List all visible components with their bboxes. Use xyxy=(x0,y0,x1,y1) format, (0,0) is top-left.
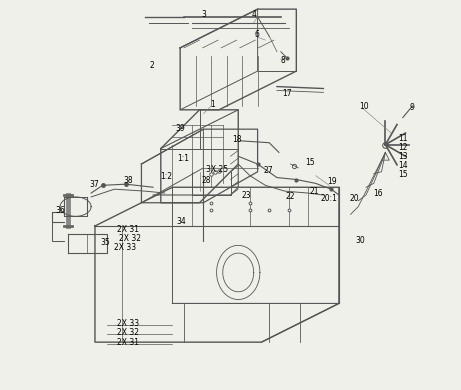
Text: 39: 39 xyxy=(176,124,185,133)
Text: 8: 8 xyxy=(281,56,285,65)
Text: 38: 38 xyxy=(123,176,133,185)
Text: 3X 25: 3X 25 xyxy=(207,165,229,174)
Text: 30: 30 xyxy=(355,236,365,245)
Text: 22: 22 xyxy=(286,191,296,201)
Text: 6: 6 xyxy=(254,30,260,39)
Text: 9: 9 xyxy=(410,103,414,112)
Text: 28: 28 xyxy=(201,176,211,185)
Text: 15: 15 xyxy=(398,170,408,179)
Text: 1:1: 1:1 xyxy=(177,154,189,163)
Text: 37: 37 xyxy=(89,180,99,189)
Text: 20:1: 20:1 xyxy=(321,193,337,202)
Text: 19: 19 xyxy=(327,177,337,186)
Text: 27: 27 xyxy=(264,166,273,175)
Text: 1:2: 1:2 xyxy=(160,172,172,181)
Text: 2X 31: 2X 31 xyxy=(117,225,139,234)
Text: 35: 35 xyxy=(100,238,110,247)
Text: 1: 1 xyxy=(210,99,215,108)
Text: 15: 15 xyxy=(305,158,315,167)
Text: 20: 20 xyxy=(350,194,360,203)
Text: 2X 33: 2X 33 xyxy=(117,319,139,328)
Text: 10: 10 xyxy=(360,102,369,111)
Text: 34: 34 xyxy=(176,217,186,226)
Text: 12: 12 xyxy=(398,143,407,152)
Text: 2X 33: 2X 33 xyxy=(113,243,136,252)
Text: 13: 13 xyxy=(398,152,408,161)
Text: 2: 2 xyxy=(149,61,154,70)
Text: 18: 18 xyxy=(232,135,242,144)
Text: 16: 16 xyxy=(373,188,383,198)
Text: 2X 31: 2X 31 xyxy=(117,338,139,347)
Text: 4: 4 xyxy=(252,10,257,19)
Text: 3: 3 xyxy=(201,11,207,20)
Text: 21: 21 xyxy=(309,187,319,196)
Text: 2X 32: 2X 32 xyxy=(117,328,139,337)
Text: 36: 36 xyxy=(55,206,65,215)
Text: 14: 14 xyxy=(398,161,408,170)
Text: 23: 23 xyxy=(242,191,251,200)
Text: 11: 11 xyxy=(398,134,407,144)
Text: 17: 17 xyxy=(282,89,292,98)
Text: 2X 32: 2X 32 xyxy=(118,234,141,243)
